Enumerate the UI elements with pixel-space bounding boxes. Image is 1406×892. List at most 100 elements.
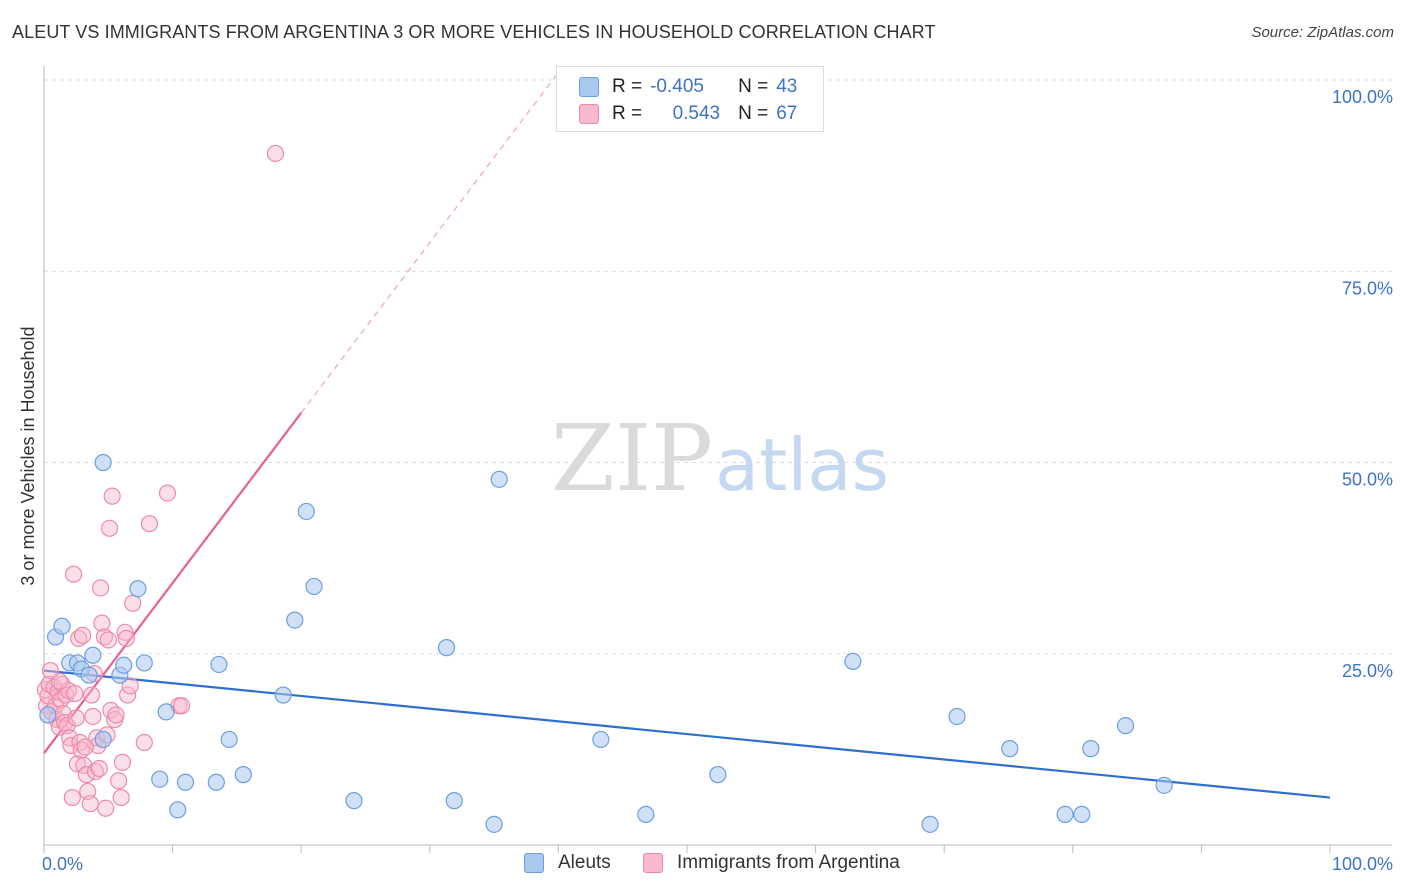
aleut-trend-line — [43, 669, 1331, 799]
watermark-zip: ZIP — [551, 405, 713, 512]
correlation-legend: R = -0.405 N = 43 R = 0.543 N = 67 — [556, 66, 824, 132]
aleut-point-13[interactable] — [135, 654, 153, 672]
argentina-point-55[interactable] — [124, 594, 142, 612]
argentina-point-18[interactable] — [62, 736, 80, 755]
aleuts-swatch — [524, 853, 544, 873]
aleut-point-7[interactable] — [84, 646, 102, 664]
aleut-r-value: -0.405 — [650, 76, 704, 97]
aleut-point-29[interactable] — [485, 815, 503, 833]
aleut-point-22[interactable] — [274, 686, 292, 704]
chart-title: ALEUT VS IMMIGRANTS FROM ARGENTINA 3 OR … — [12, 22, 936, 42]
argentina-point-49[interactable] — [109, 772, 128, 790]
aleut-point-12[interactable] — [129, 580, 147, 598]
aleut-point-38[interactable] — [1056, 805, 1074, 824]
aleut-point-9[interactable] — [94, 730, 112, 749]
y-tick-label-3: 100.0% — [1332, 87, 1393, 107]
aleut-point-36[interactable] — [948, 707, 966, 726]
aleut-point-33[interactable] — [709, 766, 727, 784]
aleut-point-25[interactable] — [305, 577, 323, 596]
argentina-legend-swatch — [643, 853, 663, 873]
aleut-point-31[interactable] — [592, 730, 610, 749]
aleut-point-26[interactable] — [345, 792, 363, 810]
argentina-point-50[interactable] — [112, 788, 130, 807]
argentina-point-58[interactable] — [158, 484, 177, 502]
aleut-point-21[interactable] — [234, 766, 252, 784]
y-axis-label: 3 or more Vehicles in Household — [18, 326, 38, 585]
axis-labels: 25.0% 50.0% 75.0% 100.0% 0.0% 100.0% 3 or more… — [18, 87, 1393, 874]
aleut-point-0[interactable] — [39, 706, 57, 724]
argentina-point-21[interactable] — [67, 709, 85, 727]
aleut-point-39[interactable] — [1073, 805, 1091, 824]
aleut-point-41[interactable] — [1116, 717, 1135, 735]
argentina-point-65[interactable] — [76, 738, 94, 756]
x-tick-label-1: 100.0% — [1332, 854, 1393, 874]
aleut-point-40[interactable] — [1082, 740, 1100, 758]
y-tick-label-2: 75.0% — [1342, 278, 1393, 298]
argentina-n-value: 67 — [776, 103, 798, 124]
aleut-point-2[interactable] — [53, 617, 71, 635]
argentina-point-54[interactable] — [121, 677, 139, 695]
aleut-point-18[interactable] — [207, 773, 225, 791]
aleut-point-24[interactable] — [297, 502, 315, 521]
aleut-point-15[interactable] — [157, 703, 175, 721]
argentina-point-45[interactable] — [102, 701, 120, 719]
aleut-point-16[interactable] — [169, 801, 187, 819]
aleut-point-19[interactable] — [210, 655, 228, 674]
argentina-point-38[interactable] — [91, 579, 110, 597]
argentina-point-63[interactable] — [41, 661, 60, 680]
aleuts-label: Aleuts — [558, 852, 611, 873]
argentina-point-39[interactable] — [93, 614, 111, 632]
argentina-point-51[interactable] — [113, 753, 132, 771]
aleut-swatch — [579, 77, 599, 97]
argentina-r-label: R = — [612, 103, 643, 124]
aleut-point-30[interactable] — [490, 470, 508, 488]
aleut-point-23[interactable] — [286, 611, 304, 629]
aleut-n-value: 43 — [776, 76, 798, 97]
argentina-point-11[interactable] — [53, 675, 71, 693]
argentina-trend-line — [43, 412, 303, 754]
legend-row-aleut: R = -0.405 N = 43 — [579, 74, 797, 100]
argentina-point-19[interactable] — [63, 788, 81, 807]
aleut-point-32[interactable] — [637, 805, 655, 824]
argentina-point-31[interactable] — [82, 686, 101, 704]
aleut-point-14[interactable] — [151, 770, 169, 788]
argentina-point-48[interactable] — [107, 706, 125, 724]
aleut-point-35[interactable] — [921, 815, 939, 833]
argentina-point-41[interactable] — [97, 799, 115, 817]
argentina-point-20[interactable] — [64, 565, 83, 583]
argentina-point-37[interactable] — [90, 759, 108, 778]
argentina-point-60[interactable] — [173, 697, 191, 715]
argentina-point-32[interactable] — [84, 707, 102, 726]
watermark: ZIP atlas — [551, 405, 889, 512]
x-tick-label-0: 0.0% — [42, 854, 83, 874]
aleut-point-42[interactable] — [1155, 776, 1173, 794]
aleut-point-28[interactable] — [445, 792, 463, 810]
aleut-point-34[interactable] — [844, 652, 862, 671]
series-legend: Aleuts Immigrants from Argentina — [0, 850, 1406, 878]
argentina-point-57[interactable] — [140, 515, 159, 533]
argentina-point-43[interactable] — [99, 631, 117, 649]
argentina-point-46[interactable] — [103, 487, 121, 505]
aleut-point-17[interactable] — [176, 773, 195, 791]
source-credit: Source: ZipAtlas.com — [1251, 24, 1394, 41]
data-points — [36, 144, 1173, 833]
argentina-point-26[interactable] — [73, 626, 92, 644]
aleut-point-20[interactable] — [220, 730, 238, 749]
argentina-n-label: N = — [738, 103, 769, 124]
aleut-point-6[interactable] — [80, 666, 98, 684]
argentina-point-64[interactable] — [66, 684, 84, 703]
argentina-point-44[interactable] — [100, 519, 119, 537]
aleut-point-8[interactable] — [94, 453, 112, 472]
argentina-point-61[interactable] — [266, 144, 285, 163]
aleut-point-27[interactable] — [437, 639, 456, 657]
argentina-point-30[interactable] — [81, 795, 99, 813]
argentina-point-66[interactable] — [117, 629, 135, 648]
legend-item-aleuts[interactable]: Aleuts — [524, 852, 611, 874]
aleut-point-37[interactable] — [1001, 740, 1019, 758]
argentina-point-56[interactable] — [135, 733, 153, 752]
argentina-swatch — [579, 104, 599, 124]
argentina-point-52[interactable] — [116, 623, 134, 641]
aleut-point-11[interactable] — [115, 656, 133, 674]
legend-item-argentina[interactable]: Immigrants from Argentina — [643, 852, 900, 874]
